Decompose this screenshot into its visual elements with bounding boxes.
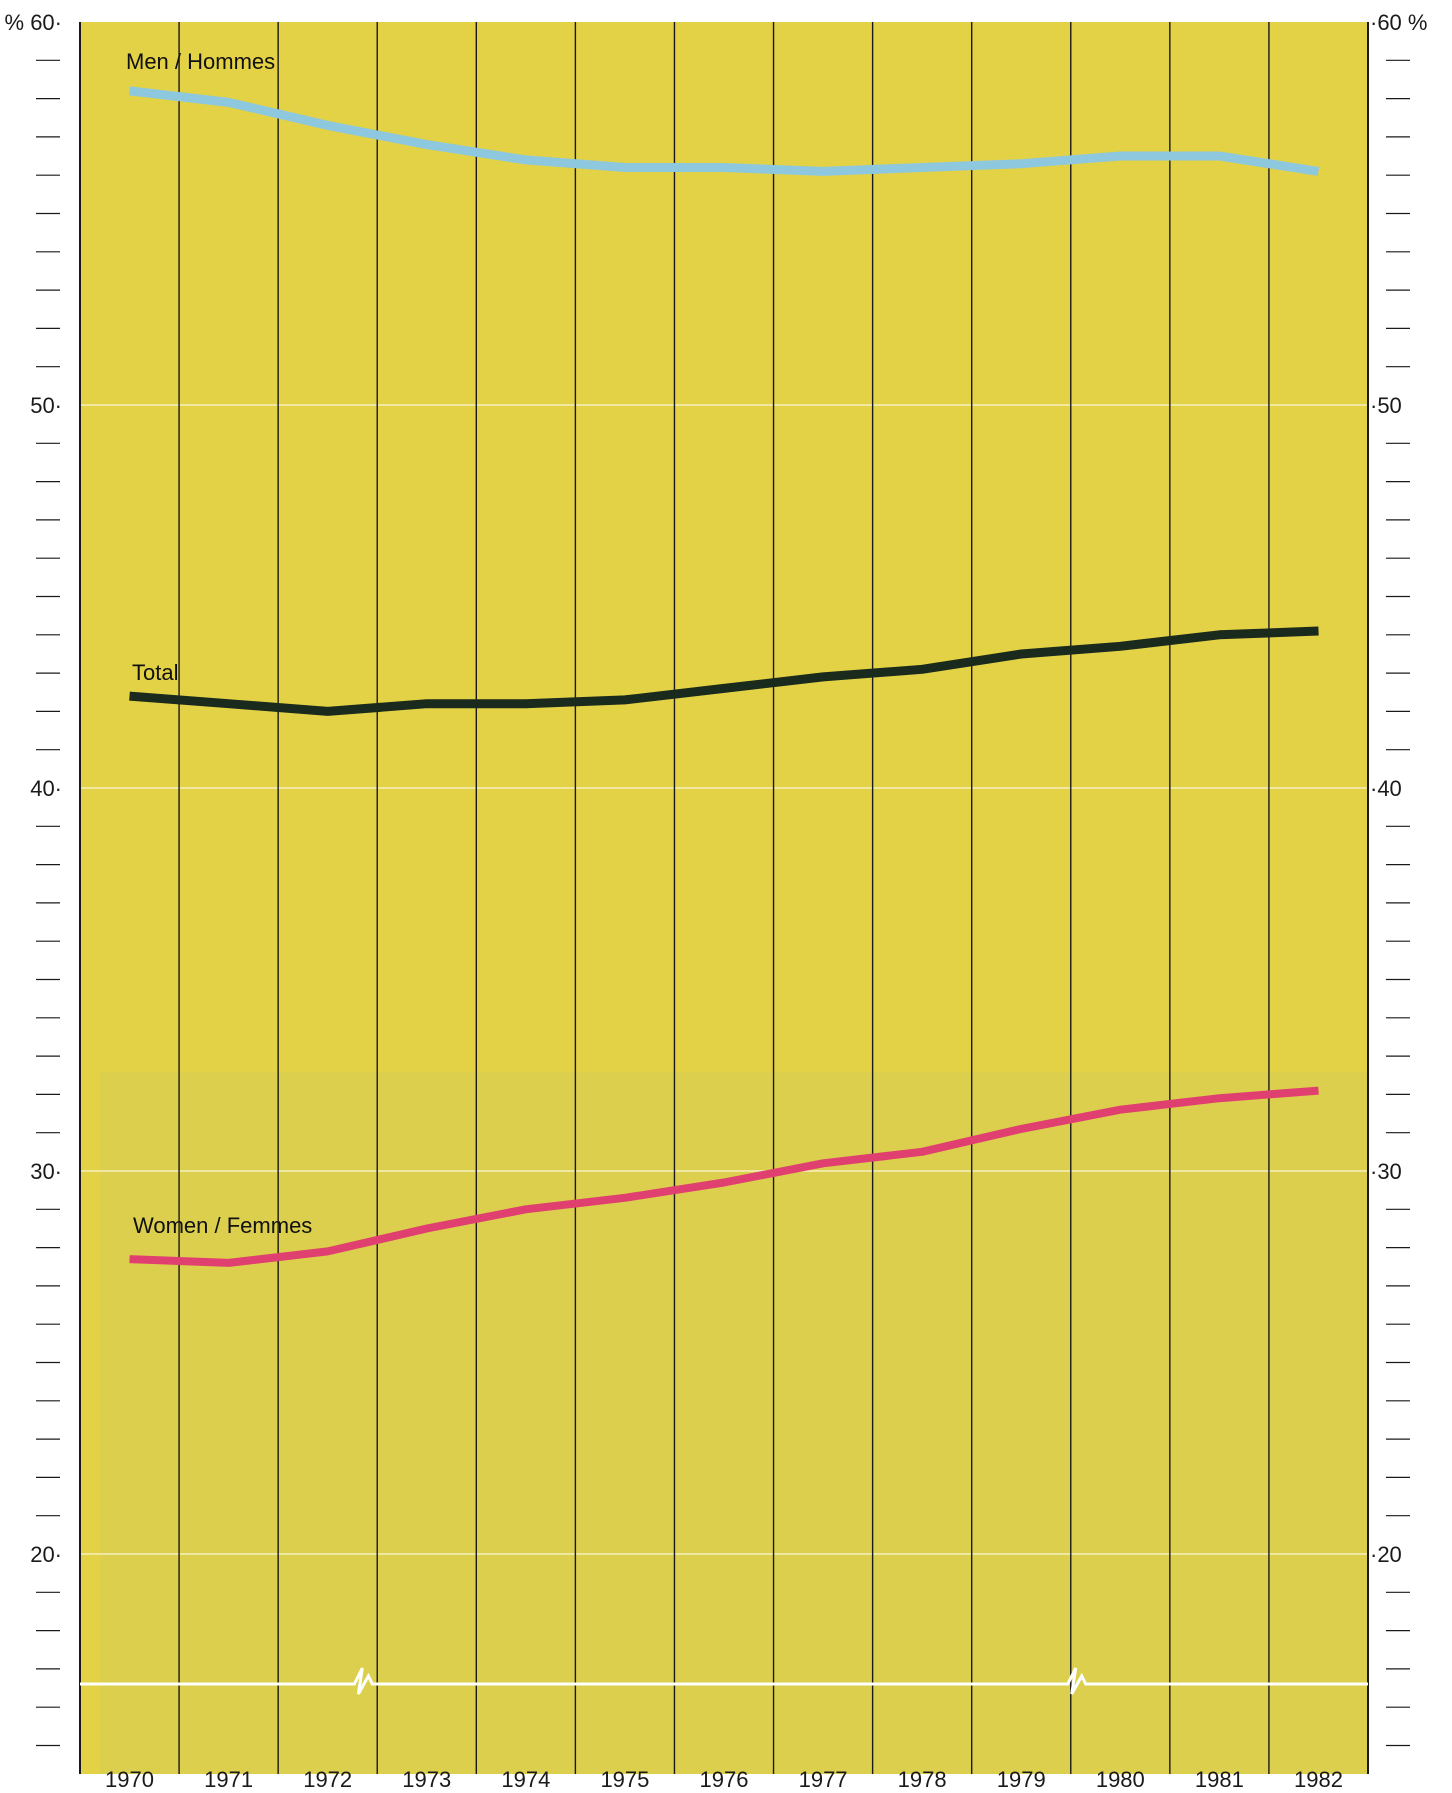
year-column-lines bbox=[79, 22, 1369, 1774]
series-line-men-hommes bbox=[128, 86, 1320, 176]
right-tick-label-20: ·20 bbox=[1370, 1542, 1402, 1567]
x-tick-label-1971: 1971 bbox=[204, 1767, 253, 1792]
left-tick-label-30: 30· bbox=[30, 1159, 62, 1184]
right-tick-label-40: ·40 bbox=[1370, 776, 1402, 801]
right-tick-label-60: ·60 % bbox=[1370, 10, 1427, 35]
x-tick-label-1974: 1974 bbox=[501, 1767, 550, 1792]
x-tick-label-1970: 1970 bbox=[105, 1767, 154, 1792]
x-tick-label-1976: 1976 bbox=[700, 1767, 749, 1792]
x-tick-label-1972: 1972 bbox=[303, 1767, 352, 1792]
x-tick-label-1981: 1981 bbox=[1195, 1767, 1244, 1792]
left-tick-label-40: 40· bbox=[30, 776, 62, 801]
series-labels: Men / Hommes Total Women / Femmes bbox=[126, 49, 312, 1238]
left-tick-label-50: 50· bbox=[30, 393, 62, 418]
axis-break-path bbox=[80, 1667, 1368, 1695]
series-lines bbox=[128, 86, 1320, 1267]
left-tick-label-60: % 60· bbox=[5, 10, 62, 35]
axis-break-line bbox=[80, 1667, 1368, 1695]
series-line-total bbox=[129, 626, 1319, 716]
x-tick-label-1980: 1980 bbox=[1096, 1767, 1145, 1792]
x-tick-label-1978: 1978 bbox=[898, 1767, 947, 1792]
x-tick-label-1982: 1982 bbox=[1294, 1767, 1343, 1792]
series-label-1: Total bbox=[132, 660, 178, 685]
left-tick-label-20: 20· bbox=[30, 1542, 62, 1567]
right-y-axis: ·20 ·30 ·40 ·50 ·60 % bbox=[1370, 10, 1427, 1747]
series-label-2: Women / Femmes bbox=[133, 1213, 312, 1238]
series-line-women-femmes bbox=[129, 1086, 1319, 1267]
left-y-axis: 20· 30· 40· 50· % 60· bbox=[5, 10, 62, 1747]
x-tick-label-1977: 1977 bbox=[799, 1767, 848, 1792]
x-axis-labels: 1970 1971 1972 1973 1974 1975 1976 1977 1978 1979… bbox=[105, 1767, 1343, 1792]
x-tick-label-1979: 1979 bbox=[997, 1767, 1046, 1792]
x-tick-label-1975: 1975 bbox=[600, 1767, 649, 1792]
plot-lower-band bbox=[100, 1072, 1368, 1774]
right-tick-label-30: ·30 bbox=[1370, 1159, 1402, 1184]
series-label-0: Men / Hommes bbox=[126, 49, 275, 74]
x-tick-label-1973: 1973 bbox=[402, 1767, 451, 1792]
gridlines bbox=[80, 404, 1368, 1555]
right-tick-label-50: ·50 bbox=[1370, 393, 1402, 418]
